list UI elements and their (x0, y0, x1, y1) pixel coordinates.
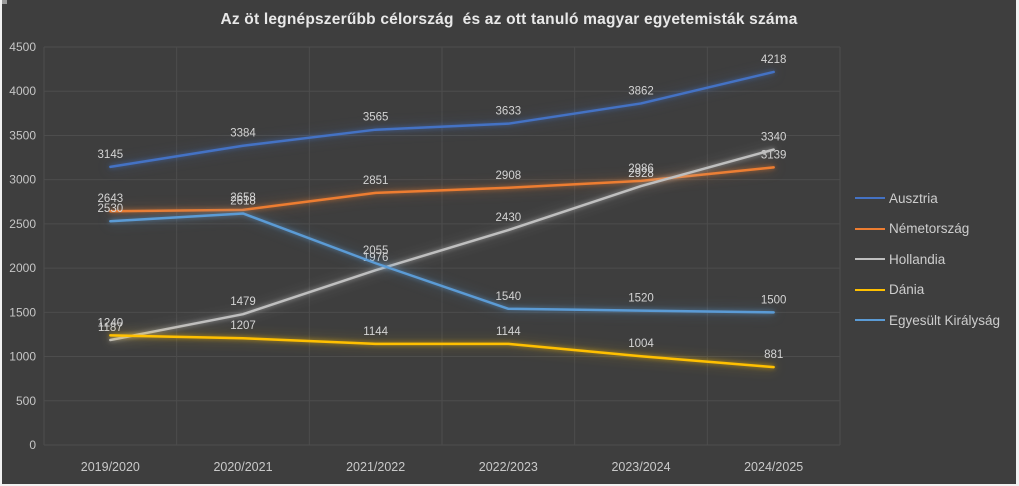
x-axis-label-2022-2023: 2022/2023 (479, 460, 538, 474)
series-line-ausztria[interactable] (109, 70, 775, 169)
legend: Ausztria Németország Hollandia Dánia Egyesül… (855, 188, 1016, 341)
data-label-ausztria-3: 3633 (496, 106, 522, 118)
data-label-egyesult-kiralysag-5: 1500 (761, 294, 787, 306)
legend-item-nemetorszag[interactable]: Németország (855, 219, 1016, 239)
legend-label-dania: Dánia (889, 282, 925, 297)
data-label-nemetorszag-3: 2908 (496, 170, 522, 182)
data-label-egyesult-kiralysag-4: 1520 (628, 293, 654, 305)
legend-label-ausztria: Ausztria (889, 190, 938, 206)
data-label-nemetorszag-4: 2986 (628, 163, 654, 175)
legend-label-egyesult-kiralysag: Egyesült Királyság (889, 312, 1001, 328)
data-label-ausztria-2: 3565 (363, 112, 389, 124)
legend-item-egyesult-kiralysag[interactable]: Egyesült Királyság (855, 310, 1016, 330)
data-label-hollandia-0: 1187 (98, 322, 123, 334)
y-axis-tick-1500: 1500 (9, 305, 36, 319)
data-label-dania-0: 1240 (98, 317, 124, 329)
legend-swatch-nemetorszag (855, 227, 885, 230)
data-label-hollandia-3: 2430 (496, 212, 522, 224)
series-line-dania[interactable] (109, 334, 775, 369)
corner-artifact (2, 0, 7, 4)
data-label-egyesult-kiralysag-1: 2618 (230, 195, 256, 207)
series-line-nemetorszag[interactable] (109, 166, 775, 213)
y-axis-tick-500: 500 (16, 394, 36, 408)
data-label-egyesult-kiralysag-0: 2530 (98, 203, 124, 215)
chart-title: Az öt legnépszerűbb célország és az ott … (220, 11, 798, 28)
legend-item-hollandia[interactable]: Hollandia (855, 249, 1016, 269)
data-label-hollandia-5: 3340 (761, 132, 787, 144)
series-line-egyesult-kiralysag[interactable] (109, 212, 775, 314)
data-label-dania-5: 881 (764, 349, 783, 361)
legend-swatch-dania (855, 288, 885, 291)
data-label-egyesult-kiralysag-3: 1540 (496, 291, 522, 303)
data-label-ausztria-4: 3862 (628, 85, 654, 97)
data-label-ausztria-1: 3384 (230, 128, 256, 140)
x-axis-label-2021-2022: 2021/2022 (346, 460, 405, 474)
x-axis-label-2020-2021: 2020/2021 (213, 460, 272, 474)
x-axis-label-2024-2025: 2024/2025 (744, 460, 803, 474)
series-line-hollandia[interactable] (109, 148, 775, 342)
legend-swatch-hollandia (855, 258, 885, 260)
legend-label-hollandia: Hollandia (889, 251, 946, 267)
data-label-dania-4: 1004 (628, 338, 654, 350)
x-axis-label-2023-2024: 2023/2024 (611, 460, 670, 474)
y-axis-tick-3500: 3500 (9, 128, 36, 142)
data-label-hollandia-1: 1479 (230, 296, 256, 308)
legend-item-dania[interactable]: Dánia (855, 280, 1016, 300)
y-axis-tick-4500: 4500 (9, 40, 36, 54)
data-label-ausztria-5: 4218 (761, 54, 787, 66)
legend-label-nemetorszag: Németország (889, 221, 970, 236)
data-label-nemetorszag-1: 2658 (230, 192, 256, 204)
y-axis-tick-0: 0 (29, 438, 36, 452)
x-axis-label-2019-2020: 2019/2020 (81, 460, 140, 474)
data-label-nemetorszag-0: 2643 (98, 193, 124, 205)
legend-swatch-egyesult-kiralysag (855, 319, 885, 321)
y-axis-tick-3000: 3000 (9, 173, 36, 187)
data-label-dania-2: 1144 (363, 326, 388, 338)
data-label-ausztria-0: 3145 (98, 149, 124, 161)
y-axis-tick-2500: 2500 (9, 217, 36, 231)
y-axis-tick-2000: 2000 (9, 261, 36, 275)
data-label-hollandia-4: 2928 (628, 168, 654, 180)
data-label-dania-3: 1144 (496, 326, 521, 338)
data-label-nemetorszag-2: 2851 (363, 175, 389, 187)
data-label-dania-1: 1207 (230, 320, 256, 332)
data-label-egyesult-kiralysag-2: 2055 (363, 245, 389, 257)
y-axis-tick-4000: 4000 (9, 84, 36, 98)
legend-swatch-ausztria (855, 197, 885, 199)
y-axis-tick-1000: 1000 (9, 350, 36, 364)
legend-item-ausztria[interactable]: Ausztria (855, 188, 1016, 208)
